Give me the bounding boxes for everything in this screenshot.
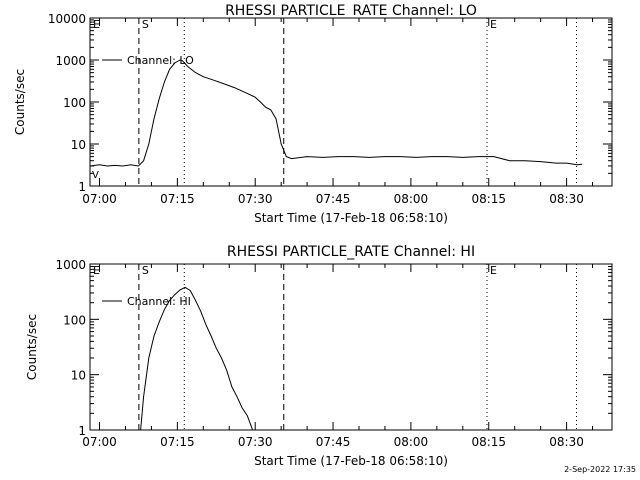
- panel2-event-marker-label-2: S: [142, 264, 149, 277]
- panel2-y-tick-label: 100: [63, 313, 86, 327]
- panel2-legend-entry: Channel: HI: [127, 295, 191, 308]
- panel1-y-tick-label: 1000: [55, 54, 86, 68]
- panel2-x-tick-label: 07:00: [82, 435, 117, 449]
- panel1-event-marker-label-5: E: [490, 18, 497, 31]
- panel2-x-tick-label: 08:00: [394, 435, 429, 449]
- panel1-event-marker-label-1: E: [93, 18, 100, 31]
- panel2-event-marker-label-1: E: [93, 264, 100, 277]
- panel1-x-tick-label: 08:00: [394, 192, 429, 206]
- panel2-x-axis-label: Start Time (17-Feb-18 06:58:10): [254, 454, 448, 468]
- panel1-x-tick-label: 07:45: [316, 192, 351, 206]
- panel2-x-tick-label: 07:30: [238, 435, 273, 449]
- panel2-y-tick-label: 10: [71, 369, 86, 383]
- panel2-x-tick-label: 07:15: [160, 435, 195, 449]
- panel1-corner-label: V: [92, 170, 99, 181]
- panel1-y-tick-label: 10000: [48, 12, 86, 26]
- footer-date: 2-Sep-2022 17:35: [564, 465, 636, 474]
- panel2-x-tick-label: 07:45: [316, 435, 351, 449]
- panel2-y-tick-label: 1: [78, 424, 86, 438]
- panel1-y-tick-label: 100: [63, 96, 86, 110]
- panel1-y-tick-label: 1: [78, 180, 86, 194]
- panel1-y-axis-label: Counts/sec: [13, 69, 27, 135]
- panel1-x-tick-label: 07:15: [160, 192, 195, 206]
- panel1-x-axis-label: Start Time (17-Feb-18 06:58:10): [254, 211, 448, 225]
- panel2-chart-title: RHESSI PARTICLE_RATE Channel: HI: [227, 244, 475, 260]
- panel2-plot-frame: [89, 263, 613, 431]
- panel2-y-tick-label: 1000: [55, 258, 86, 272]
- panel1-series-line-1: [89, 59, 583, 167]
- panel2-y-axis-label: Counts/sec: [25, 314, 39, 380]
- panel1-x-tick-label: 08:15: [471, 192, 506, 206]
- panel1-y-tick-label: 10: [71, 138, 86, 152]
- panel1-chart-title: RHESSI PARTICLE_RATE Channel: LO: [225, 3, 477, 19]
- panel2-x-tick-label: 08:30: [549, 435, 584, 449]
- panel1-x-tick-label: 07:30: [238, 192, 273, 206]
- panel1-x-tick-label: 08:30: [549, 192, 584, 206]
- panel2-series-line-1: [140, 286, 254, 431]
- panel1-legend-entry: Channel: LO: [127, 54, 194, 67]
- panel2-x-tick-label: 08:15: [471, 435, 506, 449]
- panel1-event-marker-label-2: S: [142, 18, 149, 31]
- panel2-event-marker-label-5: E: [490, 264, 497, 277]
- panel1-x-tick-label: 07:00: [82, 192, 117, 206]
